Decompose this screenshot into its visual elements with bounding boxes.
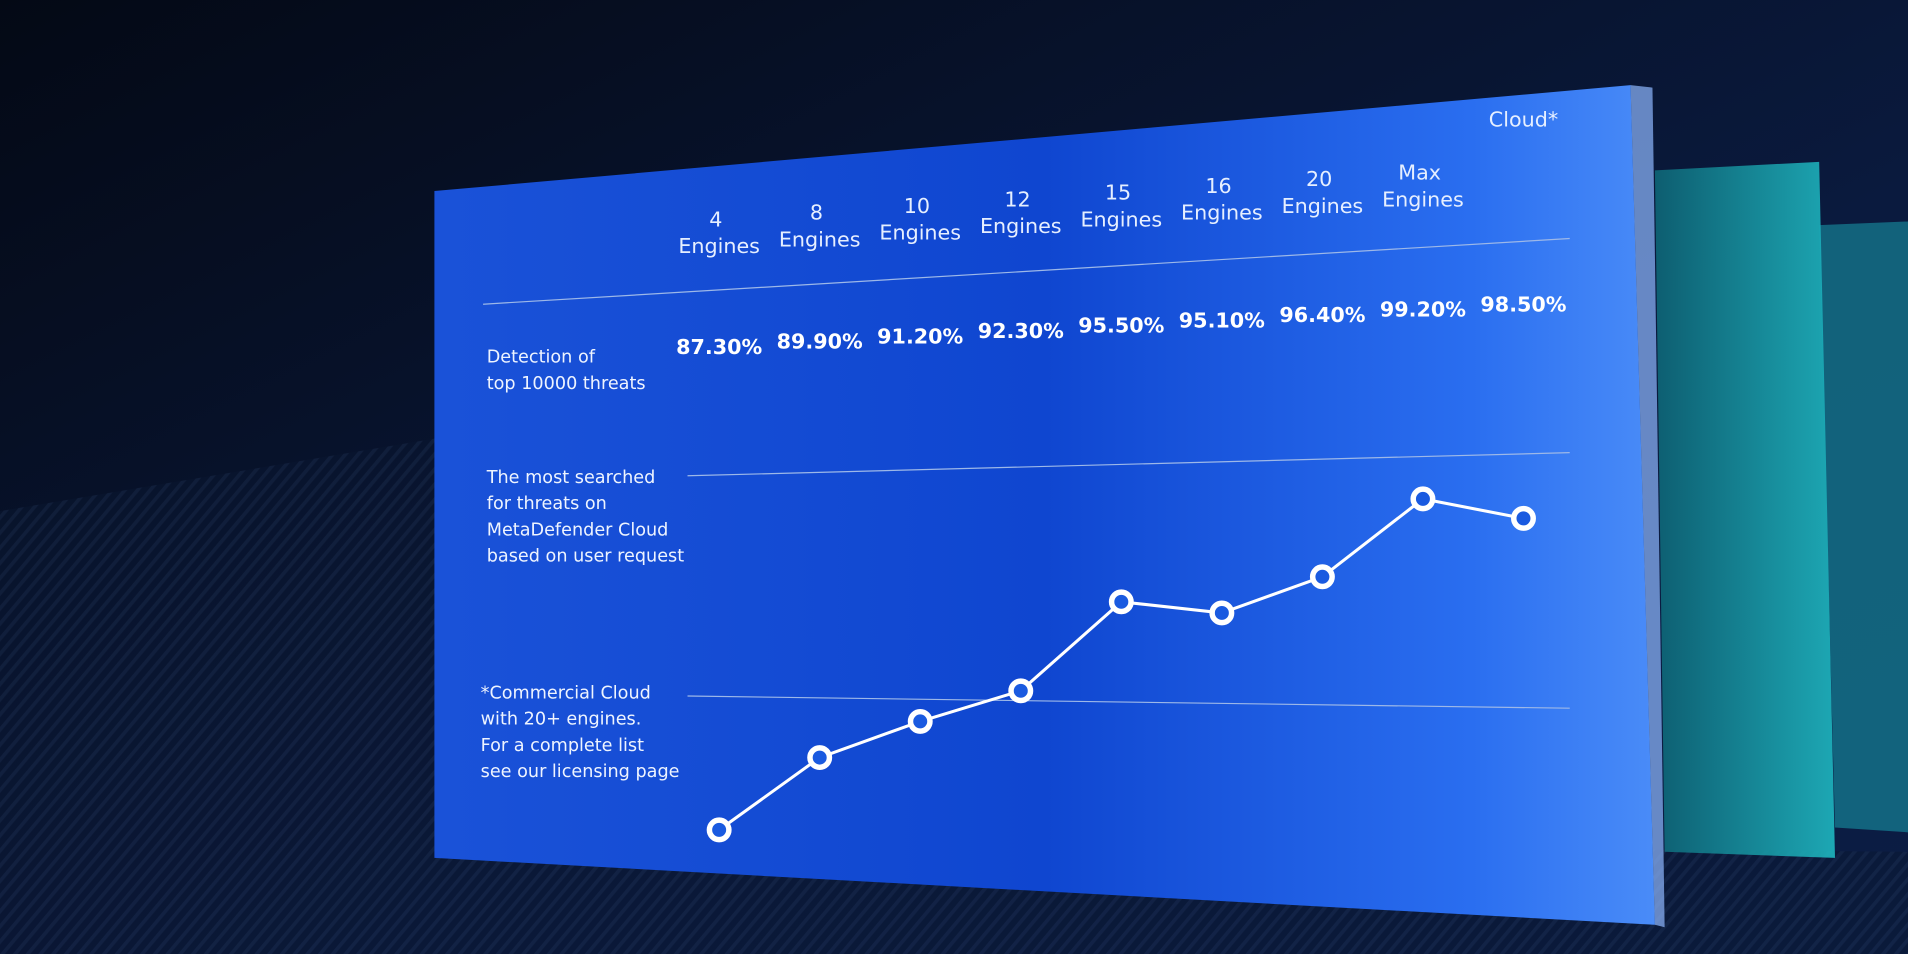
value-label: 89.90% (777, 330, 863, 354)
annotation: The most searched for threats on MetaDef… (486, 468, 684, 566)
row-label: Detection of top 10000 threats (487, 348, 646, 394)
value-label: 95.10% (1179, 308, 1265, 332)
value-label: 95.50% (1078, 314, 1164, 338)
column-header: 8 Engines (779, 201, 861, 252)
column-header: Cloud* (1489, 108, 1558, 132)
divider (687, 695, 1570, 709)
value-label: 99.20% (1380, 298, 1466, 322)
floor-pattern (0, 438, 439, 954)
point (1108, 589, 1134, 615)
value-label: 96.40% (1279, 303, 1365, 327)
divider (483, 237, 1570, 305)
point (1309, 564, 1335, 590)
divider (687, 452, 1570, 477)
chart: Detection of top 10000 threats The most … (481, 108, 1567, 843)
column-header: 20 Engines (1282, 167, 1364, 218)
panel-edge (1630, 85, 1665, 928)
value-label: 91.20% (877, 324, 963, 348)
point (1410, 486, 1436, 512)
column-header: 12 Engines (980, 187, 1062, 238)
point (706, 817, 732, 843)
value-label: 87.30% (676, 335, 762, 359)
column-header: 10 Engines (879, 194, 961, 245)
side-glow (1819, 221, 1908, 833)
point (807, 745, 833, 771)
point (1511, 505, 1536, 531)
value-label: 98.50% (1480, 292, 1566, 316)
point (907, 708, 933, 734)
glass-panel (434, 85, 1655, 925)
column-header: 16 Engines (1181, 174, 1263, 225)
value-label: 92.30% (978, 319, 1064, 343)
footnote: *Commercial Cloud with 20+ engines. For … (481, 683, 680, 781)
point (1008, 678, 1034, 704)
column-header: 15 Engines (1081, 181, 1163, 232)
column-header: Max Engines (1382, 160, 1464, 211)
column-header: 4 Engines (678, 207, 760, 258)
point (1209, 600, 1235, 626)
side-panel (1654, 161, 1835, 858)
